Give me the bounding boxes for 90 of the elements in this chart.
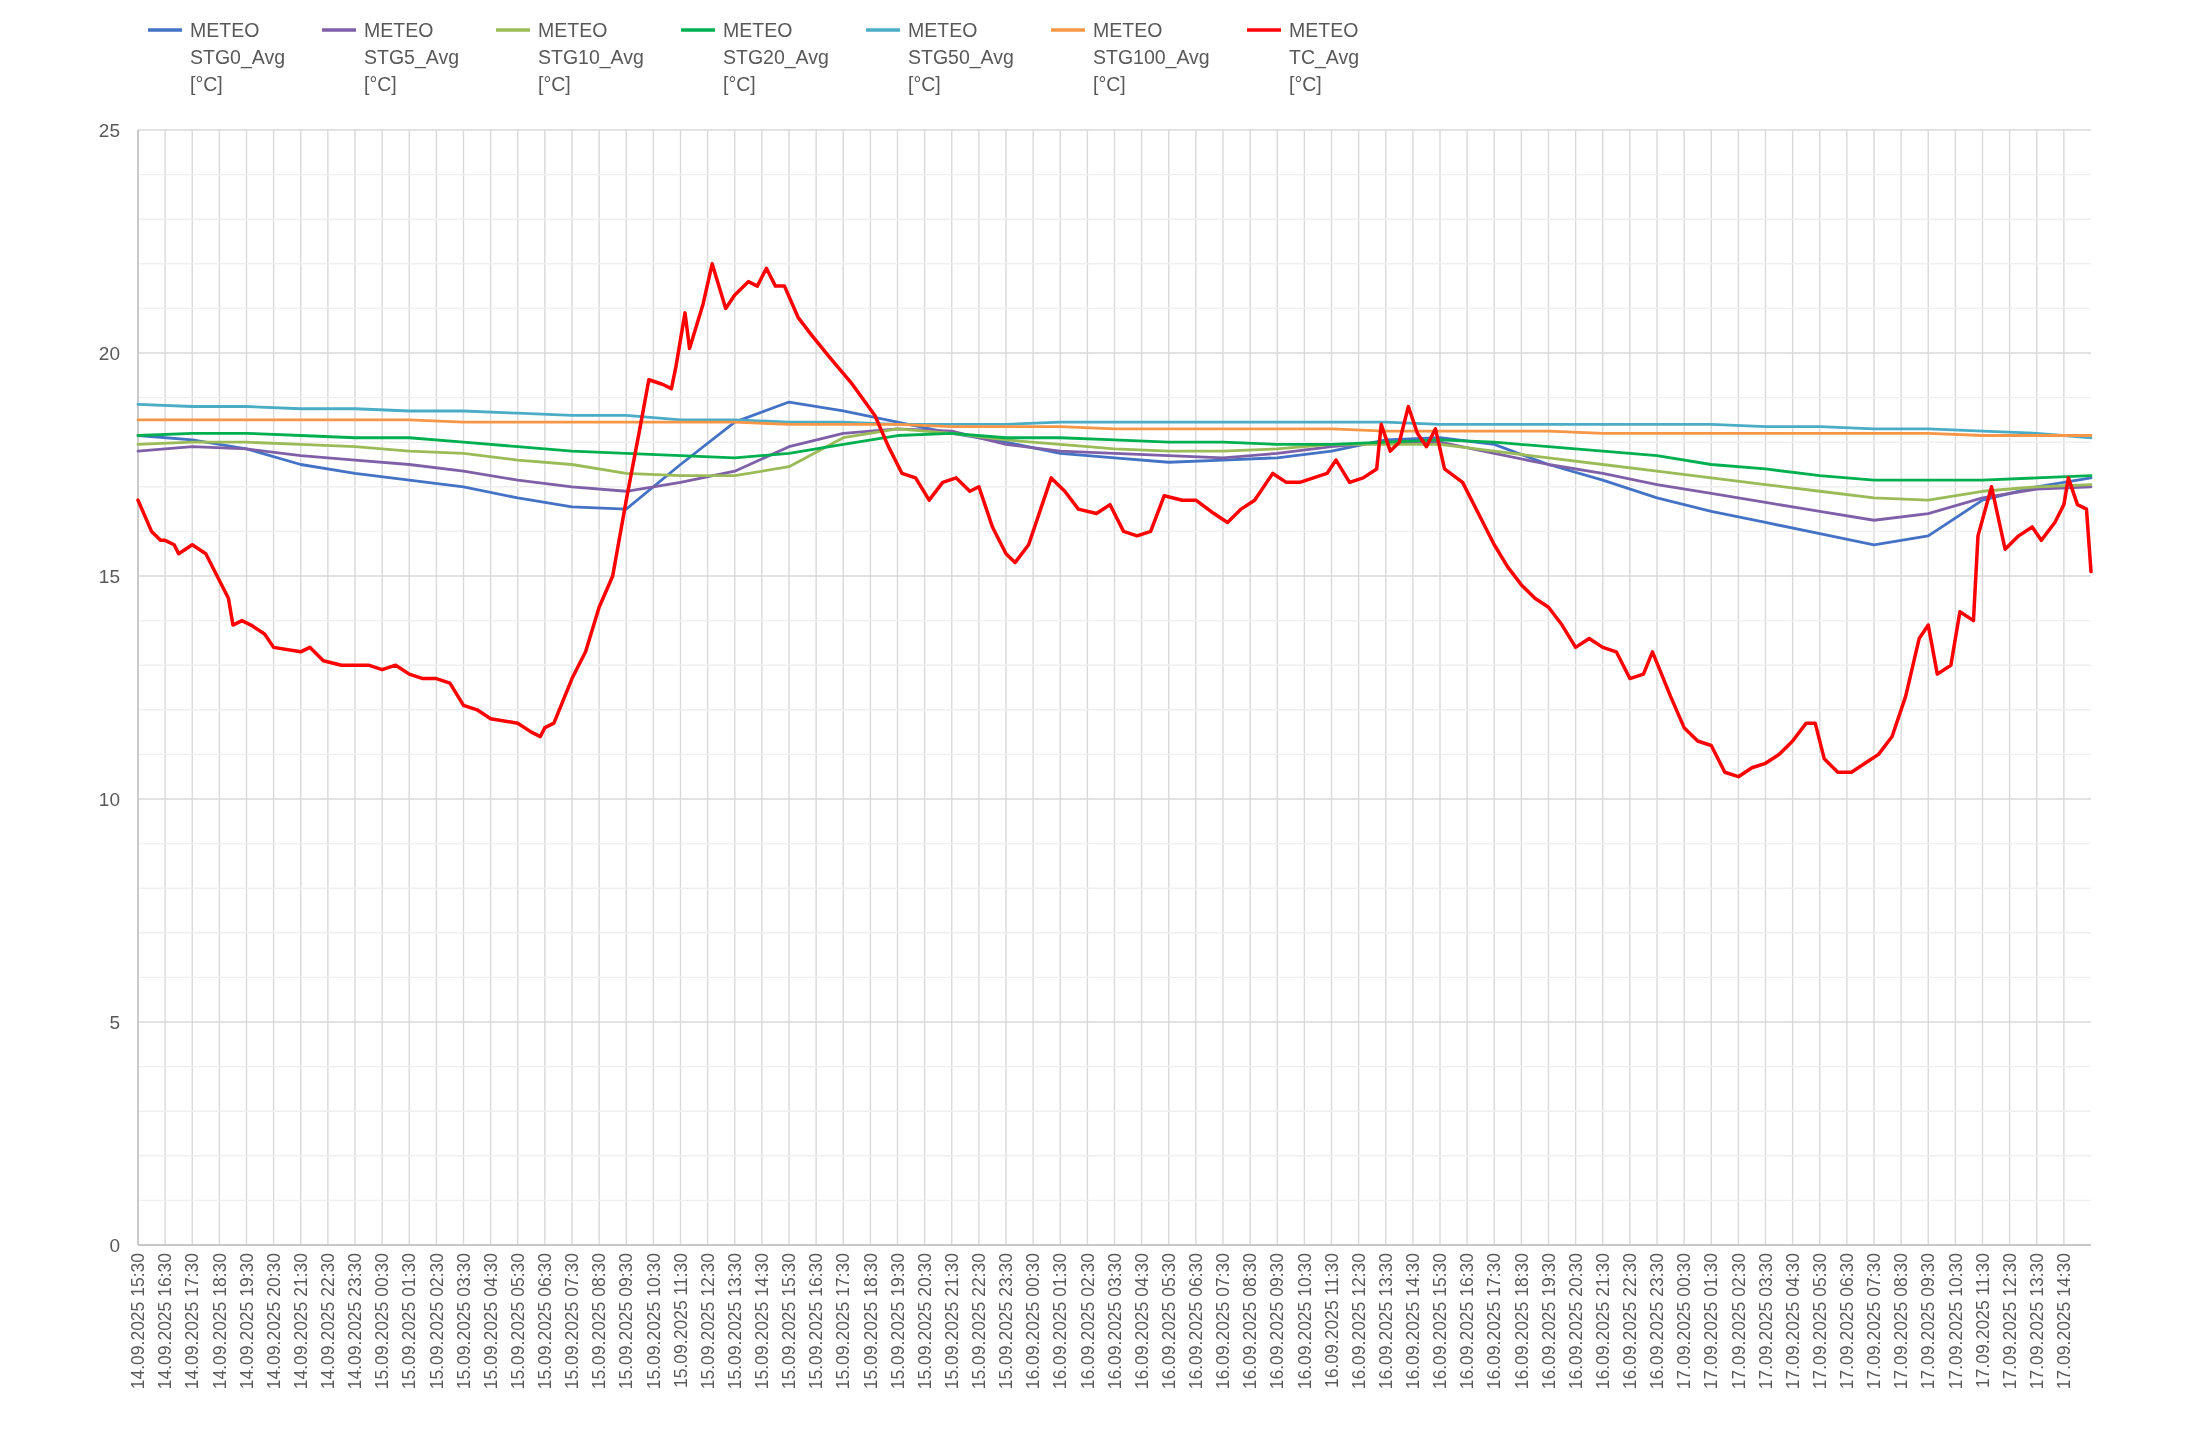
x-tick-label: 14.09.2025 18:30	[209, 1252, 230, 1390]
x-tick-label: 15.09.2025 00:30	[372, 1252, 393, 1390]
line-series	[136, 431, 2093, 482]
x-tick-label: 17.09.2025 00:30	[1674, 1252, 1695, 1390]
line-series	[136, 418, 2093, 437]
legend-label: METEO STG20_Avg [°C]	[723, 18, 829, 95]
x-tick-label: 17.09.2025 05:30	[1809, 1252, 1830, 1390]
x-tick-label: 16.09.2025 06:30	[1186, 1252, 1206, 1390]
x-tick-label: 17.09.2025 12:30	[1999, 1252, 2020, 1390]
x-tick-label: 15.09.2025 15:30	[779, 1252, 800, 1390]
x-tick-label: 16.09.2025 05:30	[1158, 1252, 1179, 1390]
x-tick-label: 14.09.2025 23:30	[345, 1252, 366, 1390]
x-tick-label: 16.09.2025 03:30	[1104, 1252, 1125, 1390]
x-tick-label: 15.09.2025 16:30	[806, 1252, 827, 1390]
x-tick-label: 15.09.2025 23:30	[996, 1252, 1017, 1390]
x-tick-label: 16.09.2025 21:30	[1592, 1252, 1613, 1390]
legend-label: METEO STG5_Avg [°C]	[364, 18, 460, 95]
x-tick-label: 16.09.2025 00:30	[1023, 1252, 1044, 1390]
x-tick-label: 16.09.2025 15:30	[1430, 1252, 1451, 1390]
x-tick-label: 15.09.2025 22:30	[969, 1252, 989, 1390]
x-tick-label: 16.09.2025 01:30	[1050, 1252, 1071, 1390]
legend-label: METEO TC_Avg [°C]	[1289, 18, 1360, 95]
x-tick-label: 14.09.2025 16:30	[155, 1252, 176, 1390]
x-tick-label: 16.09.2025 12:30	[1348, 1252, 1369, 1390]
x-tick-label: 17.09.2025 04:30	[1782, 1252, 1803, 1390]
x-tick-label: 15.09.2025 13:30	[724, 1252, 745, 1390]
legend-label: METEO STG0_Avg [°C]	[190, 18, 286, 95]
x-tick-label: 16.09.2025 20:30	[1565, 1252, 1586, 1390]
x-tick-label: 14.09.2025 22:30	[318, 1252, 338, 1390]
y-tick-label: 20	[98, 342, 120, 364]
x-tick-label: 16.09.2025 22:30	[1620, 1252, 1640, 1390]
x-tick-label: 16.09.2025 19:30	[1538, 1252, 1559, 1390]
x-tick-label: 16.09.2025 16:30	[1457, 1252, 1478, 1390]
x-tick-label: 15.09.2025 05:30	[507, 1252, 528, 1390]
x-tick-label: 15.09.2025 11:30	[670, 1252, 691, 1388]
x-tick-label: 15.09.2025 19:30	[887, 1252, 908, 1390]
x-tick-label: 16.09.2025 02:30	[1077, 1252, 1098, 1390]
line-series	[136, 262, 2093, 779]
x-tick-label: 17.09.2025 02:30	[1728, 1252, 1749, 1390]
x-tick-label: 15.09.2025 21:30	[941, 1252, 962, 1390]
x-tick-label: 15.09.2025 14:30	[752, 1252, 772, 1390]
x-tick-label: 16.09.2025 04:30	[1131, 1252, 1152, 1390]
legend-label: METEO STG100_Avg [°C]	[1093, 18, 1210, 95]
x-tick-label: 17.09.2025 08:30	[1891, 1252, 1912, 1390]
x-tick-label: 16.09.2025 09:30	[1267, 1252, 1288, 1390]
x-tick-label: 16.09.2025 11:30	[1321, 1252, 1342, 1388]
x-tick-label: 14.09.2025 21:30	[290, 1252, 311, 1390]
legend-label: METEO STG50_Avg [°C]	[908, 18, 1014, 95]
x-tick-label: 16.09.2025 23:30	[1647, 1252, 1668, 1390]
x-tick-label: 15.09.2025 07:30	[562, 1252, 583, 1390]
x-tick-label: 16.09.2025 07:30	[1213, 1252, 1234, 1390]
x-tick-label: 17.09.2025 10:30	[1945, 1252, 1966, 1390]
line-series	[136, 402, 2093, 440]
y-tick-label: 25	[98, 119, 120, 141]
x-tick-label: 15.09.2025 12:30	[697, 1252, 718, 1390]
x-tick-label: 14.09.2025 20:30	[263, 1252, 284, 1390]
x-tick-label: 15.09.2025 04:30	[480, 1252, 501, 1390]
x-tick-label: 14.09.2025 17:30	[182, 1252, 203, 1390]
x-tick-label: 14.09.2025 19:30	[236, 1252, 257, 1390]
x-tick-label: 14.09.2025 15:30	[128, 1252, 149, 1390]
x-tick-label: 17.09.2025 01:30	[1701, 1252, 1722, 1390]
x-tick-label: 15.09.2025 10:30	[643, 1252, 664, 1390]
x-tick-label: 17.09.2025 09:30	[1918, 1252, 1939, 1390]
x-tick-label: 15.09.2025 03:30	[453, 1252, 474, 1390]
legend-label: METEO STG10_Avg [°C]	[538, 18, 644, 95]
y-tick-label: 5	[109, 1011, 120, 1033]
y-tick-label: 15	[98, 565, 120, 587]
x-tick-label: 15.09.2025 06:30	[535, 1252, 555, 1390]
x-tick-label: 17.09.2025 14:30	[2054, 1252, 2074, 1390]
x-tick-label: 15.09.2025 08:30	[589, 1252, 610, 1390]
x-tick-label: 17.09.2025 06:30	[1837, 1252, 1857, 1390]
x-tick-label: 17.09.2025 13:30	[2026, 1252, 2047, 1390]
line-series	[136, 427, 2093, 502]
x-tick-label: 17.09.2025 11:30	[1972, 1252, 1993, 1388]
y-tick-label: 0	[109, 1234, 120, 1256]
x-tick-label: 15.09.2025 17:30	[833, 1252, 854, 1390]
x-tick-label: 17.09.2025 07:30	[1864, 1252, 1885, 1390]
x-tick-label: 17.09.2025 03:30	[1755, 1252, 1776, 1390]
x-tick-label: 15.09.2025 09:30	[616, 1252, 637, 1390]
x-tick-label: 16.09.2025 14:30	[1403, 1252, 1423, 1390]
x-tick-label: 15.09.2025 18:30	[860, 1252, 881, 1390]
x-tick-label: 15.09.2025 20:30	[914, 1252, 935, 1390]
x-tick-label: 16.09.2025 10:30	[1294, 1252, 1315, 1390]
x-tick-label: 16.09.2025 13:30	[1375, 1252, 1396, 1390]
x-tick-label: 15.09.2025 02:30	[426, 1252, 447, 1390]
x-tick-label: 16.09.2025 17:30	[1484, 1252, 1505, 1390]
y-tick-label: 10	[98, 788, 120, 810]
x-tick-label: 16.09.2025 08:30	[1240, 1252, 1261, 1390]
x-tick-label: 16.09.2025 18:30	[1511, 1252, 1532, 1390]
x-tick-label: 15.09.2025 01:30	[399, 1252, 420, 1390]
